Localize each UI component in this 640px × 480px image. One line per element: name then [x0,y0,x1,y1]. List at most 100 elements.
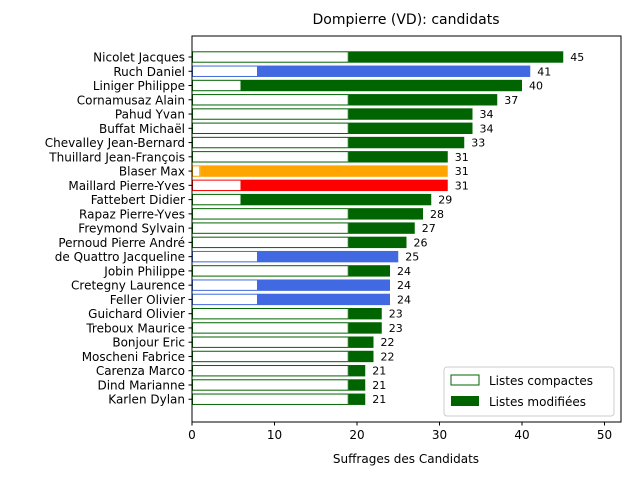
y-tick-label: Freymond Sylvain [78,222,185,236]
bar-listes-modifiees [348,322,382,334]
bar-listes-compactes [192,179,242,192]
y-tick-label: Rapaz Pierre-Yves [79,207,185,221]
y-tick-label: Bonjour Eric [112,336,185,350]
bar-listes-modifiees [348,365,366,377]
bar-listes-modifiees [258,293,390,306]
y-tick-label: Carenza Marco [96,364,185,378]
y-tick-label: Moscheni Fabrice [82,350,185,364]
bar-listes-modifiees [348,208,423,220]
value-label: 26 [414,236,428,249]
bar-listes-modifiees [348,350,374,363]
x-tick-label: 50 [597,428,612,442]
bar-listes-compactes [192,108,349,120]
bar-listes-modifiees [348,51,564,63]
legend-frame [443,366,615,417]
y-tick-label: Cornamusaz Alain [77,93,185,107]
bar-listes-modifiees [241,179,448,192]
value-label: 31 [455,165,469,178]
value-label: 28 [430,208,444,221]
bar-listes-modifiees [348,379,366,391]
bar-listes-compactes [192,365,349,377]
y-tick-label: Guichard Olivier [88,307,185,321]
bar-listes-modifiees [348,222,415,234]
value-label: 45 [570,51,584,64]
value-label: 40 [529,80,543,93]
bar-listes-modifiees [348,151,448,163]
y-tick-label: Treboux Maurice [85,321,185,335]
y-tick-label: Maillard Pierre-Yves [68,179,185,193]
bar-listes-compactes [192,350,349,363]
value-label: 24 [397,265,411,278]
legend-swatch-outline [450,374,480,386]
value-label: 22 [381,336,395,349]
y-tick-label: Blaser Max [119,165,185,179]
legend: Listes compactes Listes modifiées [443,366,615,417]
value-label: 24 [397,279,411,292]
bar-listes-modifiees [348,336,374,348]
bar-listes-compactes [192,151,349,163]
value-label: 31 [455,179,469,192]
y-tick-label: Buffat Michaël [99,122,185,136]
bar-listes-compactes [192,307,349,320]
legend-label: Listes modifiées [489,395,586,409]
bar-listes-compactes [192,379,349,391]
legend-swatch-filled [451,396,479,406]
bar-listes-compactes [192,79,242,92]
x-axis: 0 10 20 30 40 50 [188,422,612,442]
bar-listes-modifiees [258,250,399,263]
bar-listes-modifiees [348,108,473,120]
y-tick-label: Dind Marianne [97,378,185,392]
bar-listes-compactes [192,51,349,63]
bar-listes-modifiees [200,165,448,177]
value-label: 21 [372,393,386,406]
bar-listes-compactes [192,65,258,77]
bar-listes-compactes [192,250,258,263]
bar-listes-modifiees [258,279,390,291]
bar-listes-modifiees [348,393,366,405]
bar-listes-modifiees [241,193,432,206]
y-tick-label: Pahud Yvan [115,108,185,122]
chart-title: Dompierre (VD): candidats [312,12,499,28]
bar-listes-compactes [192,393,349,405]
y-tick-label: Liniger Philippe [93,79,185,93]
bar-listes-compactes [192,208,349,220]
y-tick-label: Nicolet Jacques [93,51,185,65]
value-label: 25 [405,251,419,264]
bar-listes-modifiees [348,94,498,106]
x-tick-label: 0 [188,428,196,442]
value-label: 23 [389,308,403,321]
bar-listes-modifiees [241,79,522,92]
value-label: 21 [372,379,386,392]
value-labels-group: 4541403734343331313129282726252424242323… [372,51,584,406]
y-tick-label: Karlen Dylan [108,393,185,407]
bar-listes-compactes [192,94,349,106]
bar-listes-compactes [192,136,349,149]
y-tick-label: de Quattro Jacqueline [55,250,185,264]
value-label: 21 [372,365,386,378]
x-tick-label: 30 [432,428,447,442]
legend-label: Listes compactes [489,374,593,388]
bar-listes-compactes [192,336,349,348]
y-tick-label: Thuillard Jean-François [48,150,185,164]
bar-listes-compactes [192,279,258,291]
x-tick-label: 20 [349,428,364,442]
value-label: 24 [397,293,411,306]
y-tick-label: Pernoud Pierre André [58,236,185,250]
value-label: 22 [381,350,395,363]
y-tick-label: Chevalley Jean-Bernard [45,136,185,150]
y-tick-label: Ruch Daniel [113,65,185,79]
bar-listes-modifiees [348,122,473,134]
bar-listes-modifiees [348,265,390,277]
x-tick-label: 40 [514,428,529,442]
y-tick-label: Feller Olivier [110,293,185,307]
value-label: 29 [438,194,452,207]
value-label: 31 [455,151,469,164]
bar-listes-compactes [192,236,349,249]
bar-listes-modifiees [258,65,531,77]
bar-listes-compactes [192,193,242,206]
value-label: 27 [422,222,436,235]
x-axis-label: Suffrages des Candidats [333,452,479,466]
value-label: 37 [504,94,518,107]
x-tick-label: 10 [267,428,282,442]
